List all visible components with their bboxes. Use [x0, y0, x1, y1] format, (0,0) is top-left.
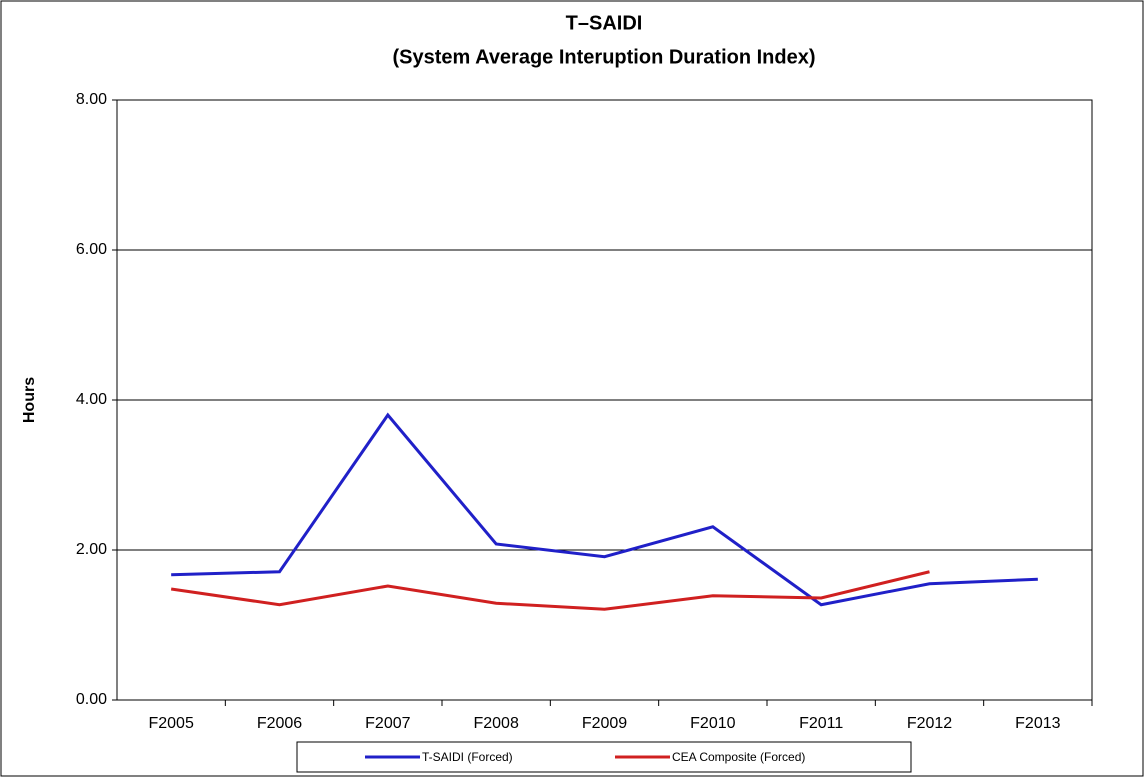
x-tick-label: F2008: [473, 715, 518, 732]
x-tick-label: F2012: [907, 715, 952, 732]
x-tick-label: F2010: [690, 715, 735, 732]
series-line: [171, 412, 1038, 607]
x-tick-label: F2009: [582, 715, 627, 732]
x-tick-label: F2013: [1015, 715, 1060, 732]
chart-title: T–SAIDI: [566, 12, 643, 34]
legend-label: T-SAIDI (Forced): [422, 750, 513, 764]
plot-frame: [116, 99, 1093, 701]
x-tick-label: F2006: [257, 715, 302, 732]
x-tick-label: F2007: [365, 715, 410, 732]
y-axis-label: Hours: [21, 377, 38, 423]
y-tick-label: 6.00: [76, 241, 107, 258]
y-tick-label: 8.00: [76, 91, 107, 108]
y-tick-label: 2.00: [76, 541, 107, 558]
series-line: [170, 570, 930, 611]
y-tick-label: 0.00: [76, 691, 107, 708]
x-tick-label: F2005: [148, 715, 193, 732]
chart-subtitle: (System Average Interuption Duration Ind…: [392, 46, 815, 68]
y-tick-label: 4.00: [76, 391, 107, 408]
x-tick-label: F2011: [799, 715, 843, 732]
legend-label: CEA Composite (Forced): [672, 750, 805, 764]
